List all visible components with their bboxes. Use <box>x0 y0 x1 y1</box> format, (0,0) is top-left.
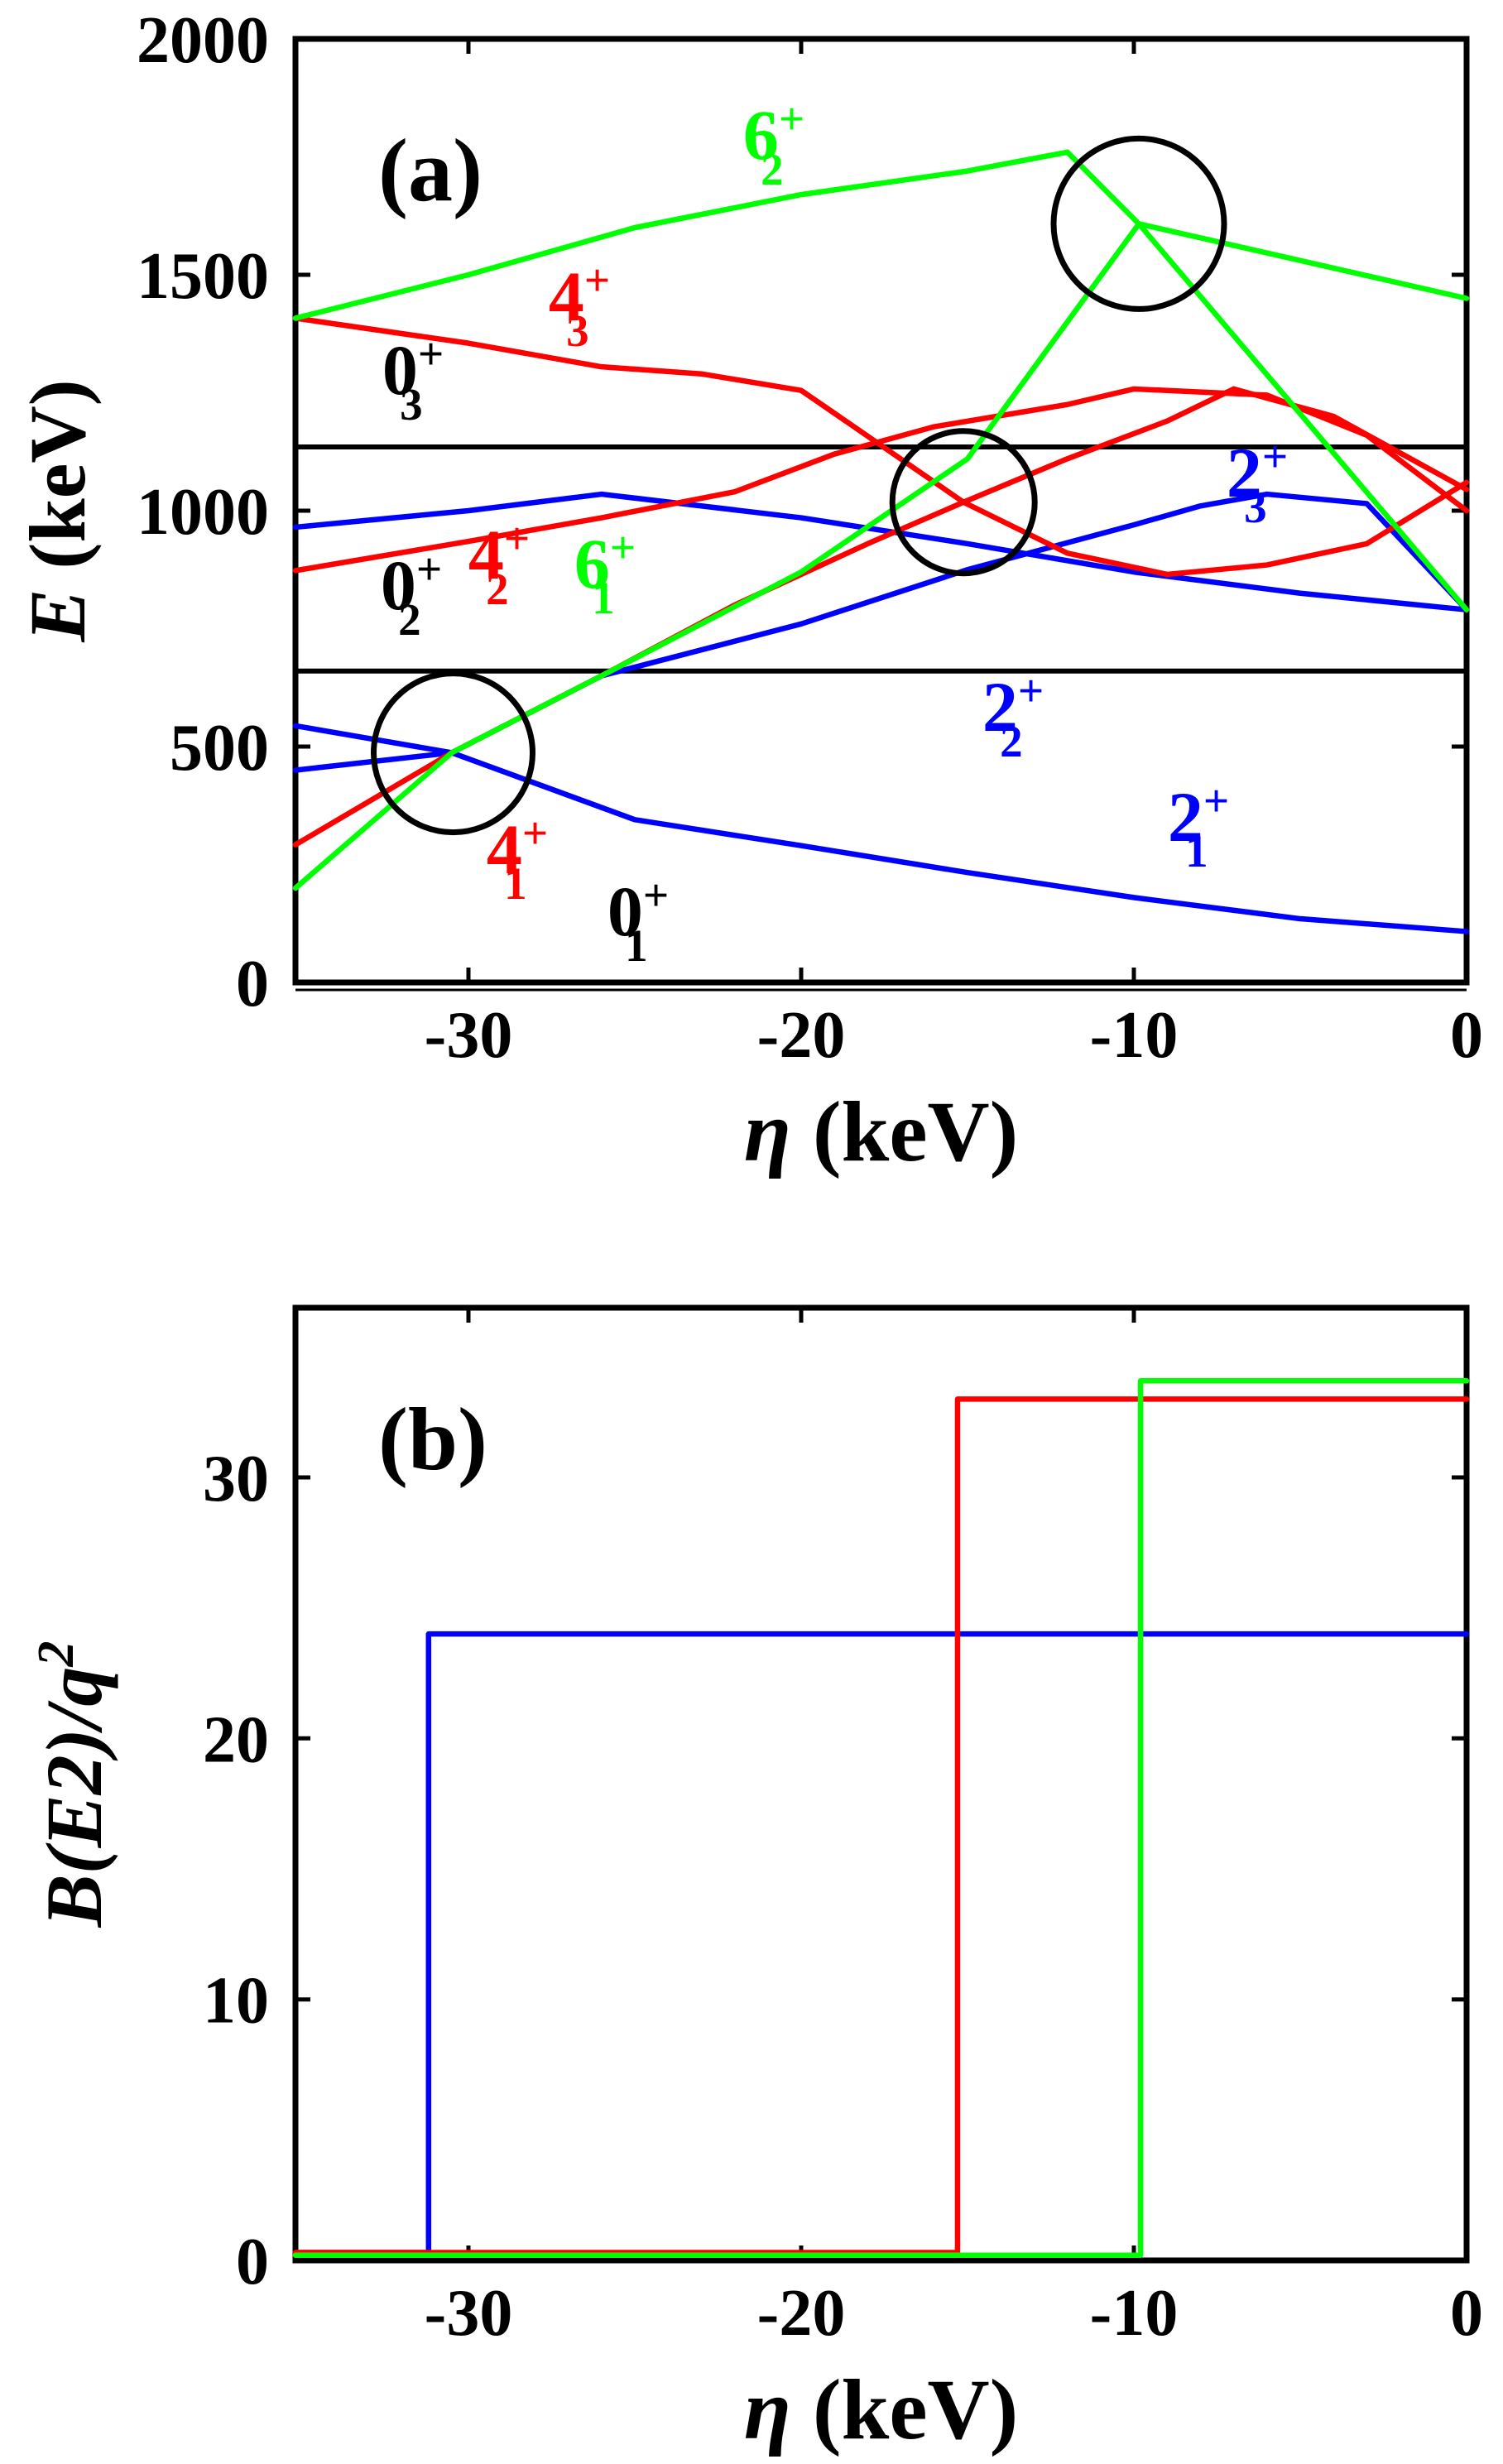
svg-text:η (keV): η (keV) <box>744 1084 1018 1179</box>
svg-text:0: 0 <box>236 948 269 1021</box>
svg-text:-10: -10 <box>1090 999 1179 1072</box>
svg-text:1500: 1500 <box>137 240 269 313</box>
svg-text:10: 10 <box>203 1965 269 2038</box>
svg-text:0: 0 <box>1450 2277 1483 2350</box>
svg-text:2000: 2000 <box>137 4 269 77</box>
svg-text:E (keV): E (keV) <box>13 379 102 642</box>
svg-text:0: 0 <box>236 2226 269 2298</box>
svg-text:(a): (a) <box>378 122 483 220</box>
svg-text:B(E2)/q2: B(E2)/q2 <box>28 1641 118 1928</box>
svg-text:20: 20 <box>203 1703 269 1776</box>
svg-text:0: 0 <box>1450 999 1483 1072</box>
svg-text:500: 500 <box>170 712 269 785</box>
svg-text:(b): (b) <box>378 1391 487 1489</box>
svg-text:30: 30 <box>203 1443 269 1515</box>
svg-text:-20: -20 <box>757 999 846 1072</box>
svg-text:η (keV): η (keV) <box>744 2362 1018 2457</box>
svg-text:-30: -30 <box>425 2277 513 2350</box>
svg-text:-20: -20 <box>757 2277 846 2350</box>
svg-text:-30: -30 <box>425 999 513 1072</box>
svg-text:-10: -10 <box>1090 2277 1179 2350</box>
svg-text:1000: 1000 <box>137 476 269 549</box>
